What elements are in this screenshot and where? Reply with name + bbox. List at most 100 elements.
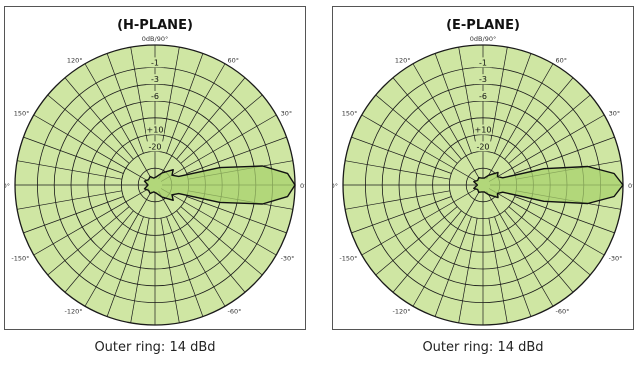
grid-spoke — [361, 188, 478, 256]
grid-spoke — [392, 77, 462, 160]
angle-label: 120° — [67, 56, 83, 64]
grid-spoke — [508, 206, 591, 276]
grid-spoke — [176, 210, 246, 293]
chart-title: (E-PLANE) — [446, 18, 520, 33]
grid-spoke — [504, 210, 574, 293]
grid-spoke — [361, 114, 478, 182]
radial-label: -3 — [151, 75, 159, 84]
grid-spoke — [186, 136, 287, 174]
grid-spoke — [486, 190, 554, 307]
e-plane-polar-chart: (E-PLANE) -1 -3 -6 +10 -20 0dB/90° 60° 30° 0° -30°… — [333, 18, 633, 329]
radial-label: -1 — [479, 58, 487, 67]
grid-spoke — [508, 94, 591, 164]
e-plane-caption: Outer ring: 14 dBd — [422, 340, 544, 355]
angle-label: 180° — [333, 182, 338, 190]
grid-spoke — [17, 190, 122, 210]
angle-label: 0° — [300, 182, 305, 190]
grid-spoke — [176, 77, 246, 160]
grid-spoke — [488, 188, 605, 256]
radial-label-bg — [146, 124, 164, 135]
h-plane-polar-chart: (H-PLANE) -1 -3 -6 +10 -20 0dB/90° 60° 30° 0° -30°… — [5, 18, 305, 329]
angle-label: -60° — [228, 308, 242, 316]
radial-label-bg — [474, 57, 492, 68]
angle-label: 150° — [14, 110, 30, 118]
radial-label: -1 — [151, 58, 159, 67]
radial-label-bg — [146, 91, 164, 101]
grid-spoke — [180, 94, 263, 164]
grid-spoke — [412, 63, 480, 180]
angle-label: 150° — [342, 110, 358, 118]
angle-label: 0dB/90° — [142, 35, 168, 43]
grid-spoke — [186, 196, 287, 234]
grid-spoke — [84, 190, 152, 307]
angle-label: -150° — [339, 255, 357, 263]
grid-spoke — [514, 196, 615, 234]
grid-spoke — [345, 160, 450, 180]
grid-spoke — [160, 114, 277, 182]
radial-label: -6 — [151, 92, 159, 101]
radial-label-bg — [146, 74, 164, 85]
grid-spoke — [351, 136, 452, 174]
radial-label-bg — [474, 124, 492, 135]
angle-label: 0dB/90° — [470, 35, 496, 43]
grid-spoke — [64, 210, 134, 293]
grid-spoke — [160, 188, 277, 256]
e-plane-panel: (E-PLANE) -1 -3 -6 +10 -20 0dB/90° 60° 30° 0° -30°… — [332, 6, 634, 330]
angle-label: 60° — [228, 56, 240, 64]
grid-spoke — [180, 206, 263, 276]
grid-spoke — [23, 196, 124, 234]
grid-spoke — [84, 63, 152, 180]
radial-label: -20 — [148, 142, 161, 151]
grid-spoke — [458, 218, 478, 323]
grid-spoke — [434, 216, 472, 317]
grid-spoke — [33, 114, 150, 182]
angle-label: 120° — [395, 56, 411, 64]
angle-label: 30° — [281, 110, 293, 118]
chart-title: (H-PLANE) — [117, 18, 193, 33]
grid-spoke — [392, 210, 462, 293]
radial-label: +10 — [147, 126, 164, 135]
grid-spoke — [158, 63, 226, 180]
angle-label: -90° — [148, 328, 162, 329]
angle-label: 60° — [556, 56, 568, 64]
angle-label: -60° — [556, 308, 570, 316]
grid-spoke — [494, 53, 532, 154]
radial-label: -20 — [476, 142, 489, 151]
grid-spoke — [488, 218, 508, 323]
radial-label-bg — [474, 74, 492, 85]
radiation-pattern — [473, 165, 624, 205]
grid-spoke — [434, 53, 472, 154]
grid-spoke — [160, 218, 180, 323]
grid-spoke — [166, 53, 204, 154]
angle-label: 30° — [609, 110, 621, 118]
radial-label: -6 — [479, 92, 487, 101]
grid-spoke — [166, 216, 204, 317]
h-plane-panel: (H-PLANE) -1 -3 -6 +10 -20 0dB/90° 60° 30° 0° -30°… — [4, 6, 306, 330]
grid-spoke — [351, 196, 452, 234]
radial-label-bg — [474, 91, 492, 101]
angle-label: 0° — [628, 182, 633, 190]
grid-spoke — [514, 136, 615, 174]
grid-spoke — [47, 206, 130, 276]
grid-spoke — [504, 77, 574, 160]
grid-spoke — [130, 218, 150, 323]
grid-spoke — [375, 206, 458, 276]
radial-label: -3 — [479, 75, 487, 84]
angle-label: -120° — [64, 308, 82, 316]
radial-label: +10 — [475, 126, 492, 135]
angle-label: -30° — [609, 255, 623, 263]
grid-spoke — [33, 188, 150, 256]
angle-label: 180° — [5, 182, 10, 190]
grid-spoke — [375, 94, 458, 164]
grid-spoke — [106, 216, 144, 317]
grid-spoke — [17, 160, 122, 180]
grid-spoke — [494, 216, 532, 317]
angle-label: -150° — [11, 255, 29, 263]
grid-spoke — [64, 77, 134, 160]
radial-label-bg — [146, 57, 164, 68]
grid-spoke — [412, 190, 480, 307]
grid-spoke — [23, 136, 124, 174]
grid-spoke — [488, 114, 605, 182]
grid-spoke — [47, 94, 130, 164]
angle-label: -90° — [476, 328, 490, 329]
